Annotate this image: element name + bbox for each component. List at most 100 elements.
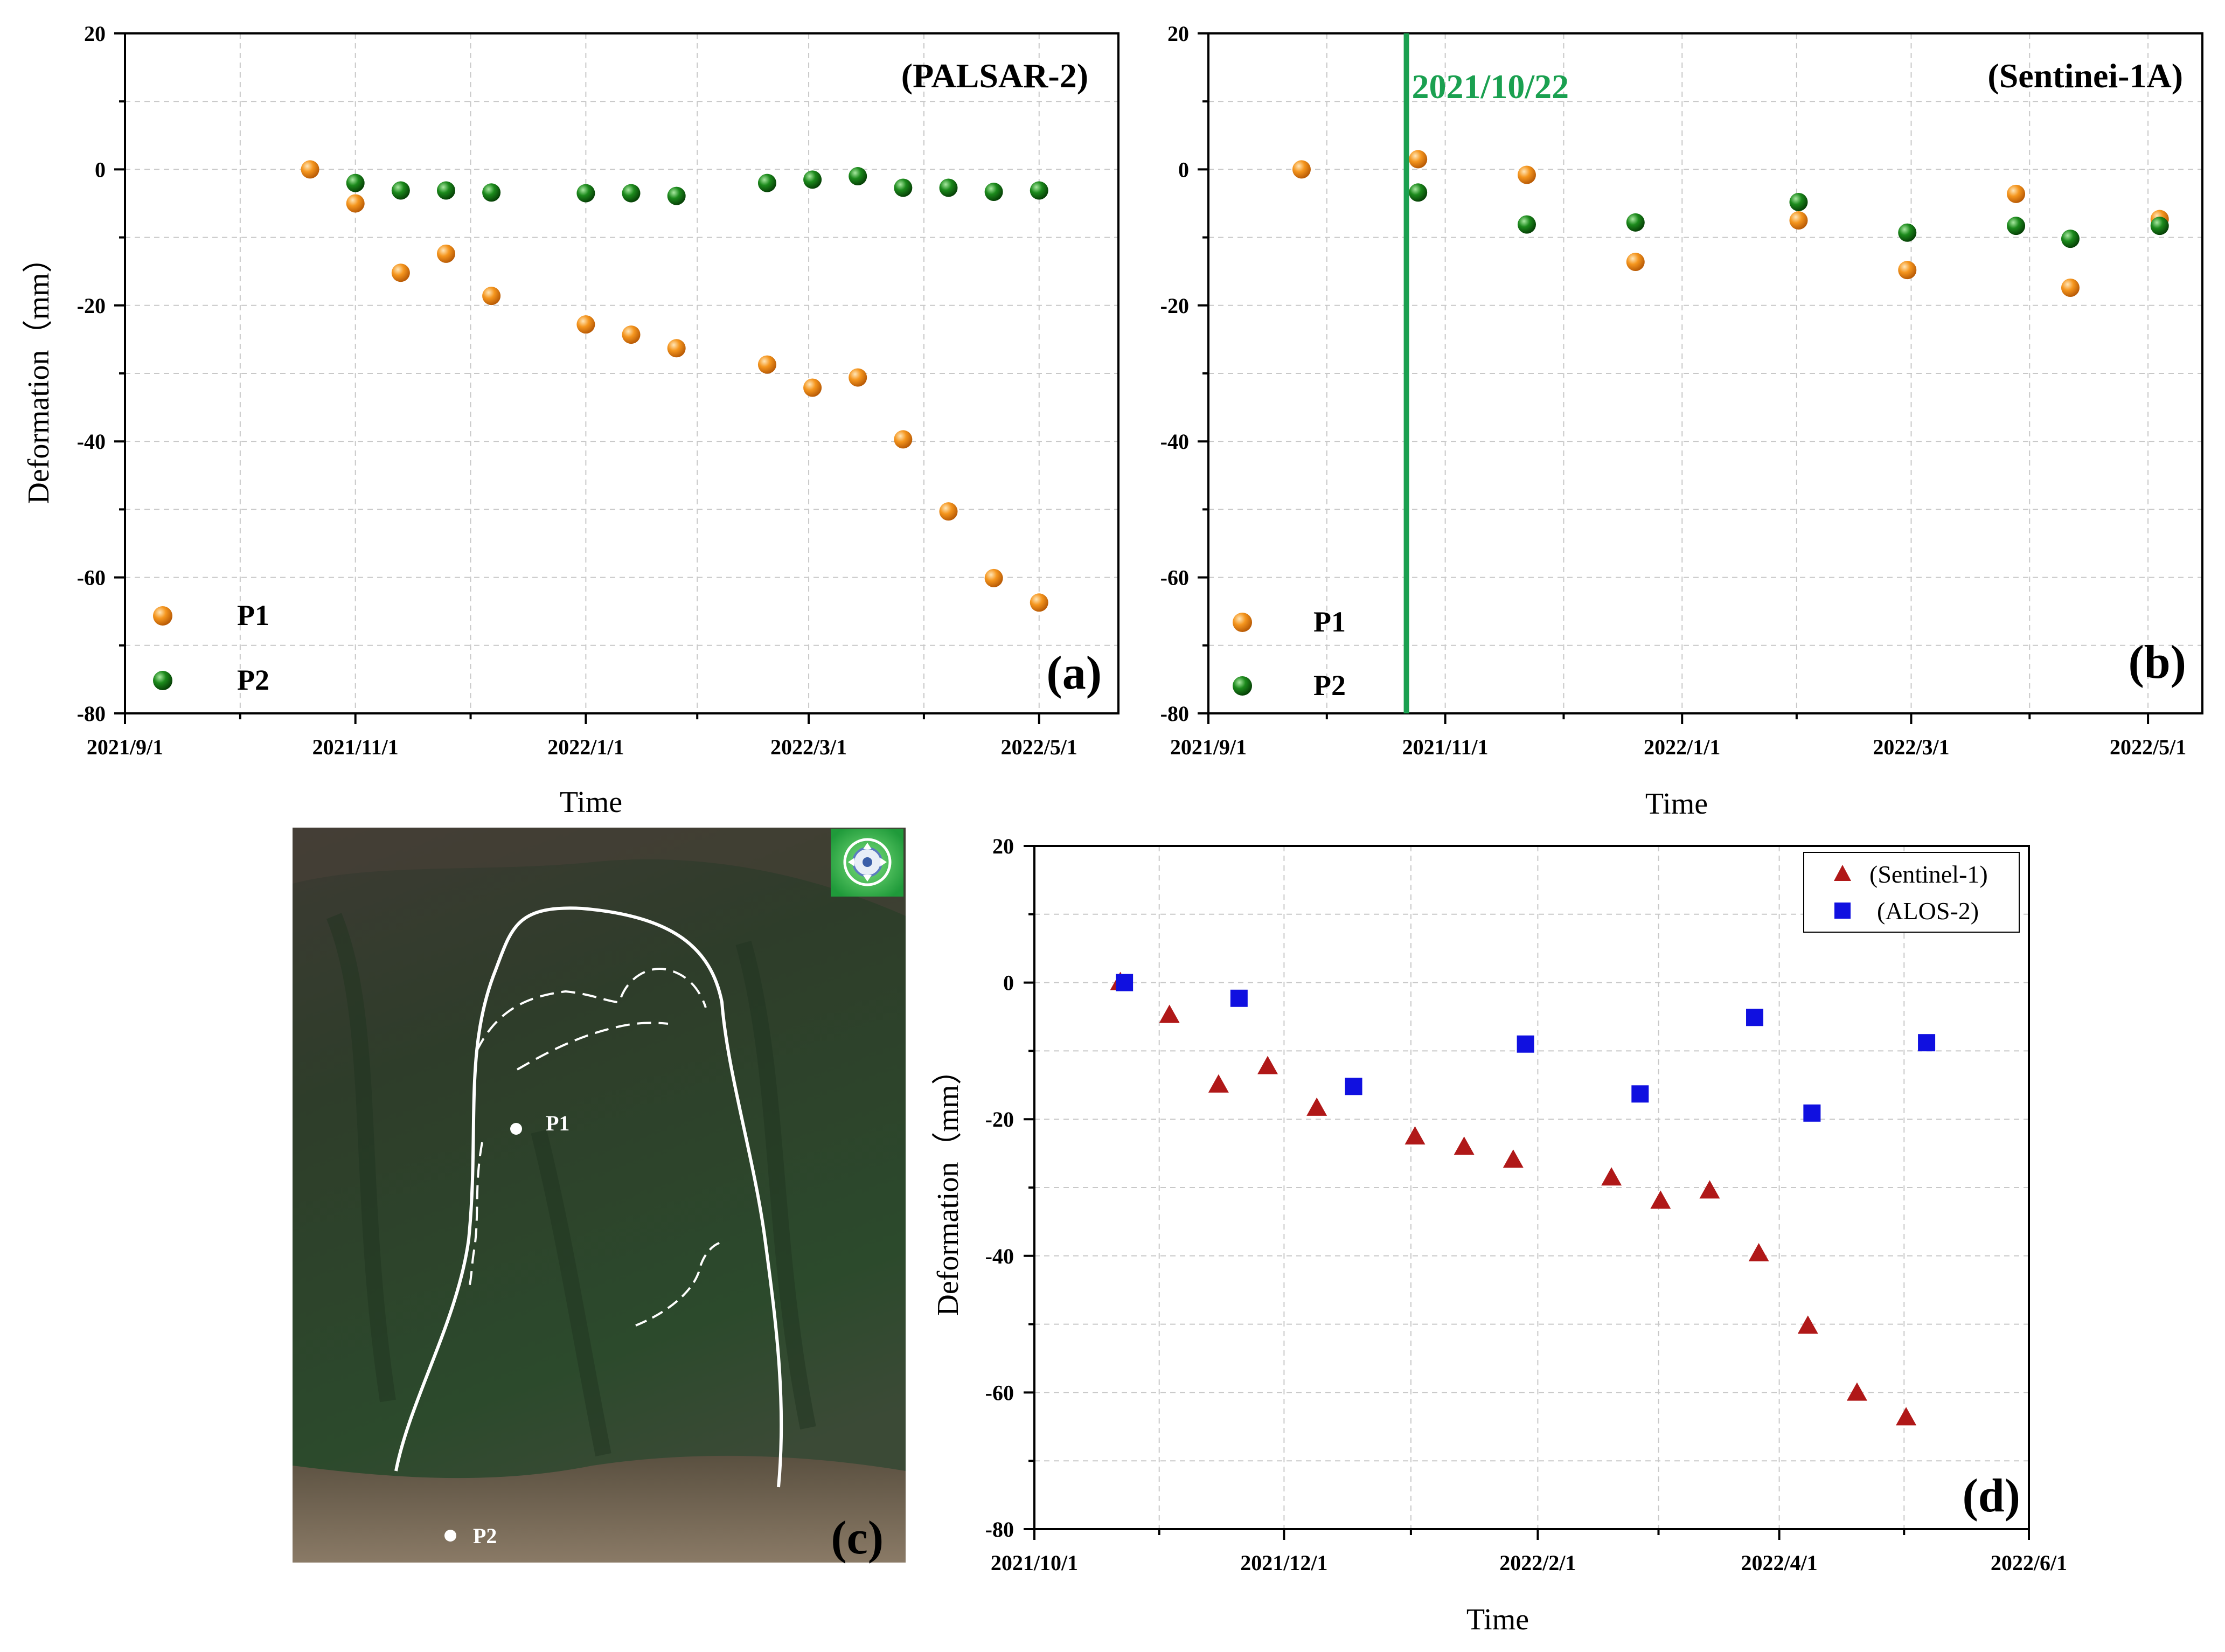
y-tick-label: 0 <box>1178 157 1189 182</box>
legend-p2-marker <box>153 671 172 690</box>
point-p1 <box>667 339 686 358</box>
x-tick-label: 2021/11/1 <box>312 735 399 759</box>
crack-line-upper <box>476 968 707 1051</box>
point-sentinel1 <box>1159 1004 1180 1023</box>
terrain-gullies <box>326 913 816 1456</box>
panel-b-event-line: 2021/10/22 <box>1403 33 1569 713</box>
landslide-boundary <box>394 906 783 1488</box>
panel-a-legend: P1 P2 <box>153 599 269 696</box>
point-p2: P2 <box>444 1524 497 1548</box>
panel-a-ticks: 20 0 -20 -40 -60 -80 2021/9/1 2021/11/1 2022/1/1… <box>77 22 1077 759</box>
point-p1 <box>346 194 365 213</box>
point-p2 <box>2061 230 2080 248</box>
point-p1 <box>1789 211 1808 230</box>
y-tick-label: 0 <box>95 157 106 182</box>
point-alos2 <box>1116 974 1134 991</box>
point-sentinel1 <box>1601 1167 1622 1186</box>
panel-d-chart: 20 0 -20 -40 -60 -80 2021/10/1 2021/12/1 2022/2/… <box>931 834 2067 1636</box>
y-tick-label: -40 <box>985 1244 1014 1268</box>
point-p2 <box>391 181 410 200</box>
point-p1 <box>622 325 641 344</box>
point-p2 <box>1409 183 1428 202</box>
y-tick-label: -20 <box>985 1107 1014 1132</box>
panel-b-x-axis-title: Time <box>1645 787 1708 821</box>
point-p1 <box>436 244 455 263</box>
point-sentinel1 <box>1748 1243 1769 1261</box>
point-p2 <box>757 173 776 192</box>
p2-dot <box>444 1530 456 1542</box>
y-tick-label: -20 <box>1160 294 1189 318</box>
point-p2 <box>984 183 1003 202</box>
panel-c-label: (c) <box>831 1512 884 1564</box>
panel-c-satellite-image: P1 P2 (c) <box>293 828 906 1564</box>
legend-p1-marker <box>153 606 172 626</box>
panel-a-marks <box>301 160 1048 612</box>
y-tick-label: -40 <box>1160 429 1189 454</box>
x-tick-label: 2022/1/1 <box>1644 735 1720 759</box>
point-p2 <box>482 183 501 202</box>
point-sentinel1 <box>1503 1149 1524 1168</box>
panel-b-chart: 20 0 -20 -40 -60 -80 2021/9/1 2021/11/1 2022/1/1… <box>1160 22 2203 821</box>
point-p1 <box>2061 278 2080 297</box>
x-tick-label: 2022/4/1 <box>1741 1551 1817 1575</box>
point-p1 <box>2007 184 2026 203</box>
point-p1 <box>939 502 958 521</box>
point-sentinel1 <box>1846 1382 1867 1401</box>
legend-p2-marker <box>1233 676 1252 696</box>
point-p2 <box>1517 215 1536 234</box>
panel-b-grid <box>1208 33 2202 713</box>
p2-label: P2 <box>473 1524 497 1548</box>
point-p1 <box>391 263 410 282</box>
point-p1 <box>803 378 822 397</box>
x-tick-label: 2022/1/1 <box>547 735 624 759</box>
point-alos2 <box>1803 1104 1821 1122</box>
point-sentinel1 <box>1797 1315 1818 1334</box>
point-alos2 <box>1631 1085 1649 1103</box>
y-tick-label: 20 <box>1167 22 1189 46</box>
y-tick-label: -80 <box>77 702 106 726</box>
y-tick-label: -60 <box>1160 566 1189 590</box>
x-tick-label: 2021/9/1 <box>1170 735 1247 759</box>
y-tick-label: -60 <box>77 566 106 590</box>
panel-d-ticks: 20 0 -20 -40 -60 -80 2021/10/1 2021/12/1 2022/2/… <box>985 834 2067 1575</box>
point-p2 <box>622 184 641 203</box>
y-tick-label: -60 <box>985 1380 1014 1405</box>
point-p1 <box>301 160 319 179</box>
point-p1 <box>482 287 501 306</box>
point-sentinel1 <box>1896 1407 1917 1426</box>
panel-d-x-axis-title: Time <box>1466 1603 1529 1636</box>
point-p2 <box>1898 223 1917 242</box>
crack-line-left <box>468 1142 483 1288</box>
point-p2 <box>849 167 867 186</box>
crack-line-middle <box>516 1022 669 1071</box>
point-p1 <box>1898 261 1917 280</box>
point-sentinel1 <box>1306 1097 1327 1116</box>
legend-p1-label: P1 <box>237 599 269 631</box>
point-p2 <box>346 173 365 192</box>
point-alos2 <box>1746 1009 1764 1026</box>
crack-line-lower <box>635 1241 725 1327</box>
compass-icon <box>831 829 903 897</box>
x-tick-label: 2022/5/1 <box>2110 735 2186 759</box>
point-p2 <box>436 181 455 200</box>
point-p1 <box>1409 150 1428 169</box>
x-tick-label: 2021/10/1 <box>991 1551 1078 1575</box>
panel-d-label: (d) <box>1962 1470 2020 1522</box>
point-p2 <box>894 178 913 197</box>
point-p1: P1 <box>510 1111 569 1135</box>
panel-b-label: (b) <box>2128 636 2186 689</box>
legend-alos2-marker <box>1834 903 1851 919</box>
x-tick-label: 2021/11/1 <box>1402 735 1489 759</box>
point-alos2 <box>1345 1078 1362 1095</box>
point-sentinel1 <box>1208 1074 1229 1093</box>
x-tick-label: 2022/6/1 <box>1991 1551 2067 1575</box>
panel-a-title: (PALSAR-2) <box>901 57 1088 95</box>
point-p1 <box>757 355 776 374</box>
x-tick-label: 2022/3/1 <box>770 735 847 759</box>
panel-a-chart: 20 0 -20 -40 -60 -80 2021/9/1 2021/11/1 2022/1/1… <box>22 22 1120 819</box>
p1-dot <box>510 1123 522 1135</box>
terrain-background <box>293 828 906 1563</box>
panel-a-grid <box>125 33 1118 713</box>
panel-b-legend: P1 P2 <box>1233 606 1346 702</box>
